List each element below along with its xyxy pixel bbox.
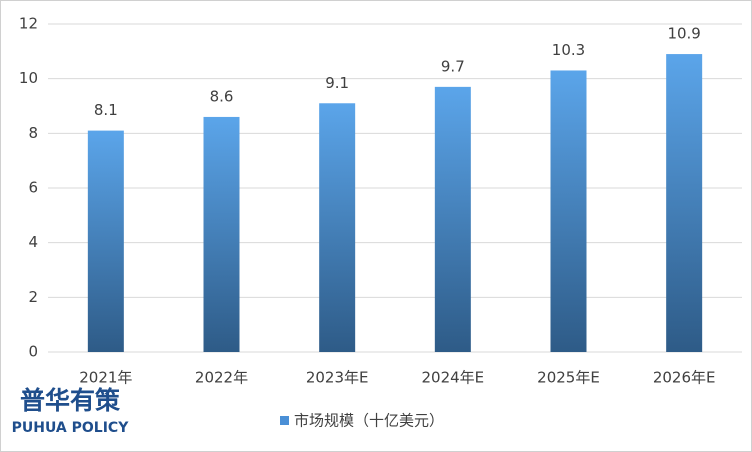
y-tick-label: 2 — [28, 288, 38, 306]
data-label: 8.1 — [94, 101, 118, 119]
y-tick-label: 6 — [28, 179, 38, 197]
x-tick-label: 2022年 — [195, 369, 248, 387]
bar — [87, 130, 124, 352]
bar — [666, 54, 703, 353]
y-tick-label: 4 — [28, 233, 38, 251]
y-tick-label: 8 — [28, 124, 38, 142]
x-tick-label: 2021年 — [79, 369, 132, 387]
data-label: 10.3 — [552, 41, 585, 59]
y-tick-label: 10 — [19, 69, 38, 87]
data-label: 9.1 — [325, 74, 349, 92]
x-tick-label: 2026年E — [653, 369, 716, 387]
logo-cn: 普华有策 — [20, 386, 121, 415]
bar — [319, 103, 356, 353]
bar — [550, 70, 587, 352]
x-tick-label: 2023年E — [306, 369, 369, 387]
y-tick-label: 0 — [28, 343, 38, 361]
data-label: 9.7 — [441, 57, 465, 75]
data-label: 10.9 — [667, 25, 700, 43]
bar — [434, 86, 471, 352]
x-tick-label: 2024年E — [422, 369, 485, 387]
logo-en: PUHUA POLICY — [12, 420, 130, 436]
legend-swatch — [280, 416, 289, 425]
y-tick-label: 12 — [19, 15, 38, 33]
legend-label: 市场规模（十亿美元） — [294, 412, 444, 430]
bar — [203, 116, 240, 352]
data-label: 8.6 — [210, 87, 234, 105]
x-tick-label: 2025年E — [537, 369, 600, 387]
